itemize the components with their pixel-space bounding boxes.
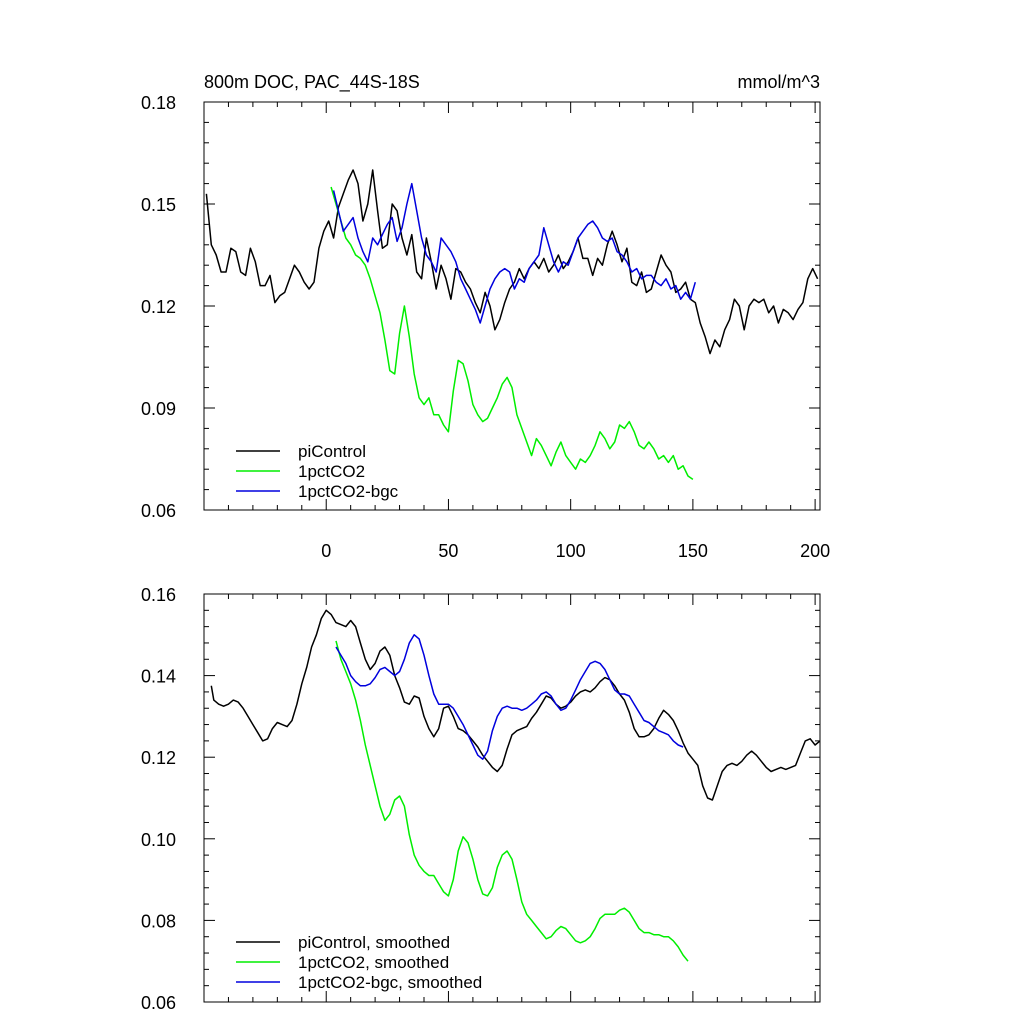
top-panel-units: mmol/m^3 — [738, 72, 820, 92]
bottom-legend: piControl, smoothed 1pctCO2, smoothed 1p… — [236, 933, 482, 992]
ytick-label: 0.15 — [141, 195, 176, 215]
top-ytick-labels: 0.06 0.09 0.12 0.15 0.18 — [141, 93, 176, 521]
top-plot-frame — [203, 101, 821, 511]
series-line-1pctco2-bgc — [332, 182, 697, 324]
ytick-label: 0.09 — [141, 399, 176, 419]
ytick-label: 0.06 — [141, 993, 176, 1013]
xtick-label: 200 — [800, 541, 830, 561]
series-line-1pctco2-smoothed — [335, 640, 689, 962]
top-legend: piControl 1pctCO2 1pctCO2-bgc — [236, 442, 399, 501]
bottom-plot-frame — [203, 593, 821, 1003]
ytick-label: 0.10 — [141, 830, 176, 850]
bottom-major-ticks — [204, 593, 820, 1003]
xtick-label: 100 — [556, 541, 586, 561]
legend-label-1pctco2-bgc: 1pctCO2-bgc — [298, 482, 399, 501]
ytick-label: 0.18 — [141, 93, 176, 113]
legend-label-picontrol: piControl — [298, 442, 366, 461]
legend-label-1pctco2: 1pctCO2 — [298, 462, 365, 481]
top-xtick-labels: 0 50 100 150 200 — [321, 541, 830, 561]
top-minor-ticks — [204, 102, 820, 510]
series-line-picontrol — [205, 169, 819, 355]
xtick-label: 150 — [678, 541, 708, 561]
ytick-label: 0.16 — [141, 585, 176, 605]
xtick-label: 0 — [321, 541, 331, 561]
ytick-label: 0.06 — [141, 501, 176, 521]
bottom-series-layer — [210, 609, 821, 962]
series-line-picontrol-smoothed — [210, 609, 821, 801]
ytick-label: 0.12 — [141, 748, 176, 768]
top-panel-title: 800m DOC, PAC_44S-18S — [204, 72, 420, 93]
ytick-label: 0.08 — [141, 911, 176, 931]
bottom-panel: 0.06 0.08 0.10 0.12 0.14 0.16 piControl, smoo… — [141, 585, 821, 1013]
series-line-1pctco2-bgc-smoothed — [335, 634, 684, 760]
top-major-ticks — [204, 101, 820, 511]
legend-label-1pctco2-bgc-smoothed: 1pctCO2-bgc, smoothed — [298, 973, 482, 992]
bottom-minor-ticks — [204, 594, 820, 1002]
xtick-label: 50 — [438, 541, 458, 561]
top-panel: 800m DOC, PAC_44S-18S mmol/m^3 0.060.090… — [141, 72, 830, 561]
bottom-ytick-labels: 0.06 0.08 0.10 0.12 0.14 0.16 — [141, 585, 176, 1013]
ytick-label: 0.12 — [141, 297, 176, 317]
top-series-layer — [205, 169, 819, 481]
legend-label-picontrol-smoothed: piControl, smoothed — [298, 933, 450, 952]
series-line-1pctco2 — [330, 186, 694, 481]
ytick-label: 0.14 — [141, 667, 176, 687]
legend-label-1pctco2-smoothed: 1pctCO2, smoothed — [298, 953, 449, 972]
